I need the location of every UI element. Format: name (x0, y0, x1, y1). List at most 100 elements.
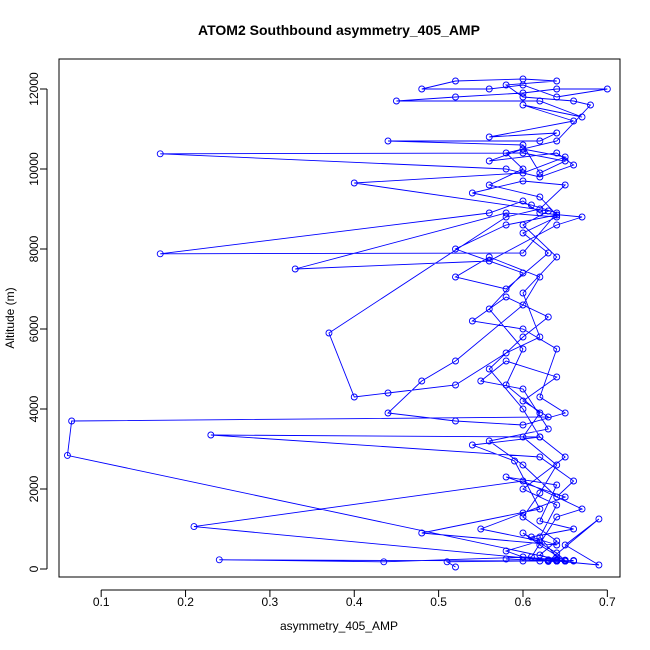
data-point (536, 209, 544, 217)
data-point (553, 77, 561, 85)
data-point (519, 249, 527, 257)
data-point (553, 137, 561, 145)
data-point (418, 377, 426, 385)
data-point (384, 137, 392, 145)
data-point (502, 165, 510, 173)
data-point (207, 431, 215, 439)
data-point (536, 169, 544, 177)
data-point (536, 537, 544, 545)
data-point (502, 381, 510, 389)
x-tick-label: 0.2 (177, 595, 194, 609)
data-point (578, 113, 586, 121)
data-point (468, 317, 476, 325)
y-tick-label: 2000 (27, 475, 41, 502)
data-point (485, 181, 493, 189)
data-point (519, 93, 527, 101)
data-point (553, 549, 561, 557)
data-point (452, 93, 459, 101)
data-point (536, 505, 544, 513)
data-point (553, 373, 561, 381)
data-point (553, 513, 561, 521)
data-point (553, 461, 561, 469)
data-point (595, 515, 603, 523)
x-tick-label: 0.4 (346, 595, 363, 609)
data-point (519, 89, 527, 97)
data-point (477, 525, 485, 533)
data-point (544, 313, 552, 321)
data-point (215, 556, 223, 564)
y-tick-label: 8000 (27, 235, 41, 262)
x-tick-label: 0.6 (515, 595, 532, 609)
data-point (519, 345, 527, 353)
data-point (519, 325, 527, 333)
data-point (561, 153, 569, 161)
data-point (595, 561, 603, 569)
chart-title: ATOM2 Southbound asymmetry_405_AMP (198, 22, 480, 38)
data-point (519, 461, 527, 469)
data-point (544, 425, 552, 433)
data-point (561, 541, 569, 549)
data-point (502, 221, 510, 229)
data-point (536, 97, 544, 105)
data-point (418, 529, 426, 537)
data-point (452, 381, 459, 389)
series-line (66, 78, 608, 568)
data-point (519, 509, 527, 517)
data-point (468, 441, 476, 449)
data-point (561, 556, 569, 564)
data-point (553, 253, 561, 261)
x-tick-label: 0.5 (430, 595, 447, 609)
data-point (485, 157, 493, 165)
data-point (519, 513, 527, 521)
data-point (544, 249, 552, 257)
data-point (536, 557, 544, 565)
data-point (519, 75, 527, 83)
data-point (519, 177, 527, 185)
data-point (553, 553, 561, 561)
data-point (519, 145, 527, 153)
data-point (519, 141, 527, 149)
data-point (519, 289, 527, 297)
data-point (536, 193, 544, 201)
data-point (519, 405, 527, 413)
data-point (485, 305, 493, 313)
data-point (519, 485, 527, 493)
data-point (350, 179, 358, 187)
data-point (553, 211, 561, 219)
data-point (452, 77, 459, 85)
data-point (519, 333, 527, 341)
data-point (561, 409, 569, 417)
data-point (502, 81, 510, 89)
data-point (485, 253, 493, 261)
data-point (527, 533, 535, 541)
data-point (485, 133, 493, 141)
plot-area-frame (58, 58, 621, 578)
data-point (485, 85, 493, 93)
data-point (384, 409, 392, 417)
data-point (443, 558, 451, 566)
data-point (477, 377, 485, 385)
data-point (570, 117, 578, 125)
data-point (561, 181, 569, 189)
data-point (536, 173, 544, 181)
data-point (452, 357, 459, 365)
data-point (570, 161, 578, 169)
data-point (502, 473, 510, 481)
data-point (485, 209, 493, 217)
data-point (68, 417, 76, 425)
data-point (452, 563, 459, 571)
data-point (536, 489, 544, 497)
data-point (502, 547, 510, 555)
data-point (553, 93, 561, 101)
data-point (519, 149, 527, 157)
data-point (544, 207, 552, 215)
data-point (452, 417, 459, 425)
data-point (553, 493, 561, 501)
data-point (502, 349, 510, 357)
y-tick-label: 0 (27, 565, 41, 572)
data-point (502, 285, 510, 293)
data-point (156, 150, 164, 158)
data-point (603, 85, 611, 93)
data-point (553, 221, 561, 229)
